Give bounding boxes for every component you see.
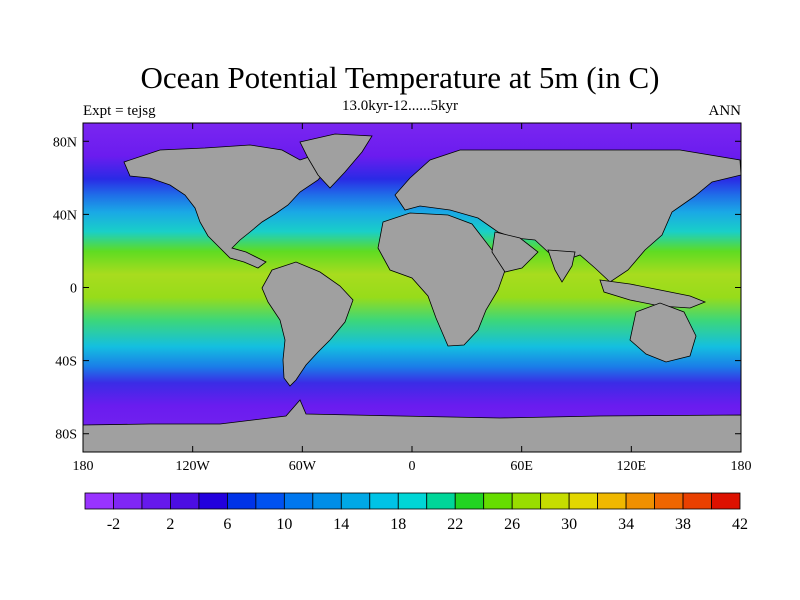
y-tick-label: 40N (53, 208, 77, 223)
colorbar: -2 2 6 10 14 18 22 26 30 34 38 42 (84, 492, 748, 533)
land-india (547, 249, 576, 283)
colorbar-swatch (682, 492, 712, 510)
colorbar-tick-label: -2 (107, 516, 120, 533)
x-tick-label: 180 (731, 459, 752, 474)
colorbar-swatch (340, 492, 371, 510)
land-south-america (261, 261, 354, 387)
x-tick-label: 180 (73, 459, 94, 474)
y-tick-label: 80N (53, 135, 77, 150)
page-title: Ocean Potential Temperature at 5m (in C) (140, 60, 660, 95)
colorbar-swatch (312, 492, 342, 510)
colorbar-swatch (568, 492, 599, 510)
colorbar-swatch (397, 492, 428, 510)
colorbar-swatch (283, 492, 314, 510)
colorbar-swatch (198, 492, 228, 510)
colorbar-tick-label: 42 (732, 516, 748, 533)
season-label: ANN (708, 103, 742, 119)
colorbar-swatch (170, 492, 200, 510)
colorbar-tick-label: 38 (675, 516, 691, 533)
colorbar-swatch (511, 492, 542, 510)
land-africa (377, 212, 509, 347)
x-tick-label: 60W (289, 459, 317, 474)
land-antarctica (83, 399, 741, 452)
map-plot: 180 120W 60W 0 60E 120E 180 80N 40N 0 40S 80S (53, 122, 752, 474)
colorbar-swatch (113, 492, 143, 510)
x-tick-label: 120W (176, 459, 211, 474)
land-australia (629, 302, 697, 363)
colorbar-swatch (141, 492, 171, 510)
land-arabia (491, 231, 539, 273)
colorbar-swatch (226, 492, 257, 510)
colorbar-swatch (483, 492, 513, 510)
subtitle: 13.0kyr-12......5kyr (342, 98, 458, 114)
colorbar-tick-label: 30 (561, 516, 577, 533)
colorbar-swatch (540, 492, 570, 510)
y-tick-label: 40S (55, 355, 77, 370)
land-north-america (123, 144, 331, 269)
land-greenland (299, 133, 373, 189)
colorbar-swatch (625, 492, 655, 510)
y-axis-ticks: 80N 40N 0 40S 80S (53, 135, 741, 443)
colorbar-tick-label: 22 (447, 516, 463, 533)
x-tick-label: 120E (617, 459, 647, 474)
y-tick-label: 0 (70, 282, 77, 297)
colorbar-tick-label: 26 (504, 516, 520, 533)
colorbar-swatch (711, 492, 741, 510)
colorbar-swatch (654, 492, 684, 510)
colorbar-swatch (597, 492, 627, 510)
colorbar-tick-label: 2 (166, 516, 174, 533)
colorbar-swatch (454, 492, 485, 510)
y-tick-label: 80S (55, 428, 77, 443)
colorbar-tick-label: 14 (333, 516, 349, 533)
colorbar-tick-label: 18 (390, 516, 406, 533)
colorbar-swatch (255, 492, 285, 510)
x-tick-label: 60E (510, 459, 533, 474)
colorbar-swatch (426, 492, 456, 510)
land-maritime-asia (599, 279, 707, 309)
x-tick-label: 0 (409, 459, 416, 474)
colorbar-swatch (369, 492, 399, 510)
colorbar-tick-label: 34 (618, 516, 634, 533)
colorbar-tick-label: 10 (276, 516, 292, 533)
land-masses (83, 133, 741, 452)
experiment-label: Expt = tejsg (83, 103, 156, 119)
colorbar-swatch (84, 492, 114, 510)
x-axis-ticks: 180 120W 60W 0 60E 120E 180 (73, 123, 752, 474)
land-eurasia (394, 149, 741, 283)
colorbar-tick-label: 6 (223, 516, 231, 533)
